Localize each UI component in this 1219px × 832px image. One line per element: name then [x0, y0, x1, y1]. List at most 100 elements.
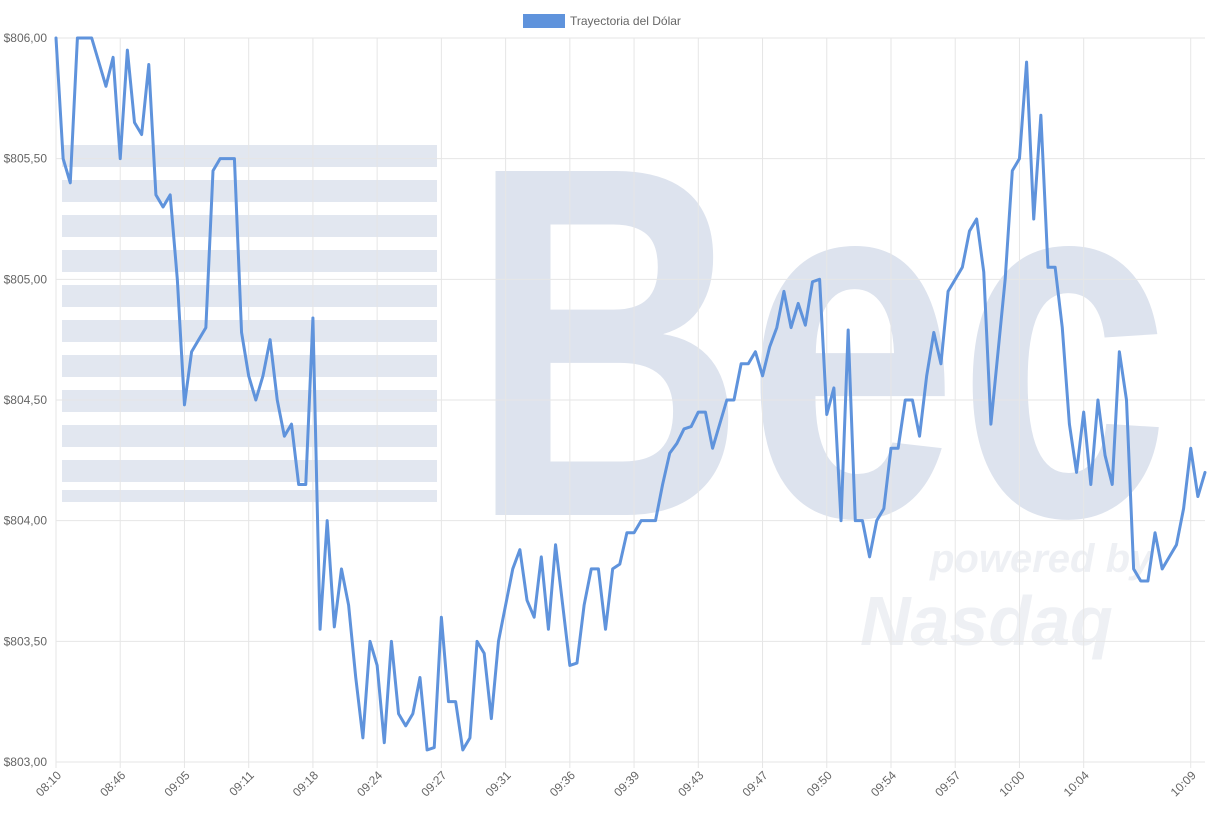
data-point[interactable] [1016, 156, 1022, 162]
data-point[interactable] [917, 433, 923, 439]
data-point[interactable] [117, 156, 123, 162]
data-point[interactable] [610, 566, 616, 572]
data-point[interactable] [67, 180, 73, 186]
data-point[interactable] [1052, 264, 1058, 270]
data-point[interactable] [560, 602, 566, 608]
data-point[interactable] [695, 409, 701, 415]
data-point[interactable] [231, 156, 237, 162]
data-point[interactable] [510, 566, 516, 572]
data-point[interactable] [959, 264, 965, 270]
data-point[interactable] [581, 602, 587, 608]
data-point[interactable] [1109, 481, 1115, 487]
data-point[interactable] [852, 518, 858, 524]
data-point[interactable] [531, 614, 537, 620]
data-point[interactable] [217, 156, 223, 162]
data-point[interactable] [710, 445, 716, 451]
data-point[interactable] [895, 445, 901, 451]
data-point[interactable] [488, 716, 494, 722]
data-point[interactable] [1188, 445, 1194, 451]
data-point[interactable] [881, 506, 887, 512]
data-point[interactable] [595, 566, 601, 572]
data-point[interactable] [667, 450, 673, 456]
data-point[interactable] [246, 373, 252, 379]
data-point[interactable] [717, 421, 723, 427]
data-point[interactable] [196, 337, 202, 343]
data-point[interactable] [545, 626, 551, 632]
data-point[interactable] [281, 433, 287, 439]
data-point[interactable] [438, 614, 444, 620]
data-point[interactable] [424, 747, 430, 753]
data-point[interactable] [1173, 542, 1179, 548]
data-point[interactable] [289, 421, 295, 427]
data-point[interactable] [1024, 59, 1030, 65]
data-point[interactable] [631, 530, 637, 536]
data-point[interactable] [966, 228, 972, 234]
data-point[interactable] [260, 373, 266, 379]
data-point[interactable] [239, 329, 245, 335]
data-point[interactable] [446, 699, 452, 705]
data-point[interactable] [174, 276, 180, 282]
data-point[interactable] [831, 385, 837, 391]
data-point[interactable] [403, 723, 409, 729]
data-point[interactable] [1152, 530, 1158, 536]
data-point[interactable] [367, 638, 373, 644]
data-point[interactable] [1038, 112, 1044, 118]
data-point[interactable] [781, 288, 787, 294]
data-point[interactable] [1138, 578, 1144, 584]
data-point[interactable] [988, 421, 994, 427]
data-point[interactable] [817, 276, 823, 282]
data-point[interactable] [795, 300, 801, 306]
data-point[interactable] [731, 397, 737, 403]
data-point[interactable] [859, 518, 865, 524]
data-point[interactable] [802, 322, 808, 328]
data-point[interactable] [760, 373, 766, 379]
data-point[interactable] [909, 397, 915, 403]
data-point[interactable] [74, 35, 80, 41]
data-point[interactable] [867, 554, 873, 560]
data-point[interactable] [603, 626, 609, 632]
data-point[interactable] [481, 650, 487, 656]
data-point[interactable] [60, 156, 66, 162]
data-point[interactable] [346, 602, 352, 608]
data-point[interactable] [253, 397, 259, 403]
data-point[interactable] [874, 518, 880, 524]
data-point[interactable] [1002, 276, 1008, 282]
data-point[interactable] [1166, 554, 1172, 560]
data-point[interactable] [845, 327, 851, 333]
data-point[interactable] [146, 62, 152, 68]
data-point[interactable] [1145, 578, 1151, 584]
data-point[interactable] [431, 745, 437, 751]
data-point[interactable] [638, 518, 644, 524]
data-point[interactable] [474, 638, 480, 644]
data-point[interactable] [952, 276, 958, 282]
data-point[interactable] [588, 566, 594, 572]
data-point[interactable] [103, 83, 109, 89]
data-point[interactable] [981, 269, 987, 275]
data-point[interactable] [181, 402, 187, 408]
data-point[interactable] [809, 279, 815, 285]
data-point[interactable] [96, 59, 102, 65]
data-point[interactable] [688, 424, 694, 430]
data-point[interactable] [189, 349, 195, 355]
data-point[interactable] [360, 735, 366, 741]
data-point[interactable] [624, 530, 630, 536]
data-point[interactable] [132, 119, 138, 125]
data-point[interactable] [1081, 409, 1087, 415]
legend[interactable]: Trayectoria del Dólar [523, 14, 681, 28]
data-point[interactable] [924, 373, 930, 379]
data-point[interactable] [1131, 566, 1137, 572]
data-point[interactable] [995, 349, 1001, 355]
data-point[interactable] [353, 675, 359, 681]
data-point[interactable] [660, 481, 666, 487]
data-point[interactable] [1059, 325, 1065, 331]
data-point[interactable] [567, 662, 573, 668]
data-point[interactable] [1116, 349, 1122, 355]
data-point[interactable] [738, 361, 744, 367]
data-point[interactable] [724, 397, 730, 403]
data-point[interactable] [652, 518, 658, 524]
data-point[interactable] [1088, 481, 1094, 487]
data-point[interactable] [931, 329, 937, 335]
data-point[interactable] [1159, 566, 1165, 572]
data-point[interactable] [681, 426, 687, 432]
data-point[interactable] [410, 711, 416, 717]
